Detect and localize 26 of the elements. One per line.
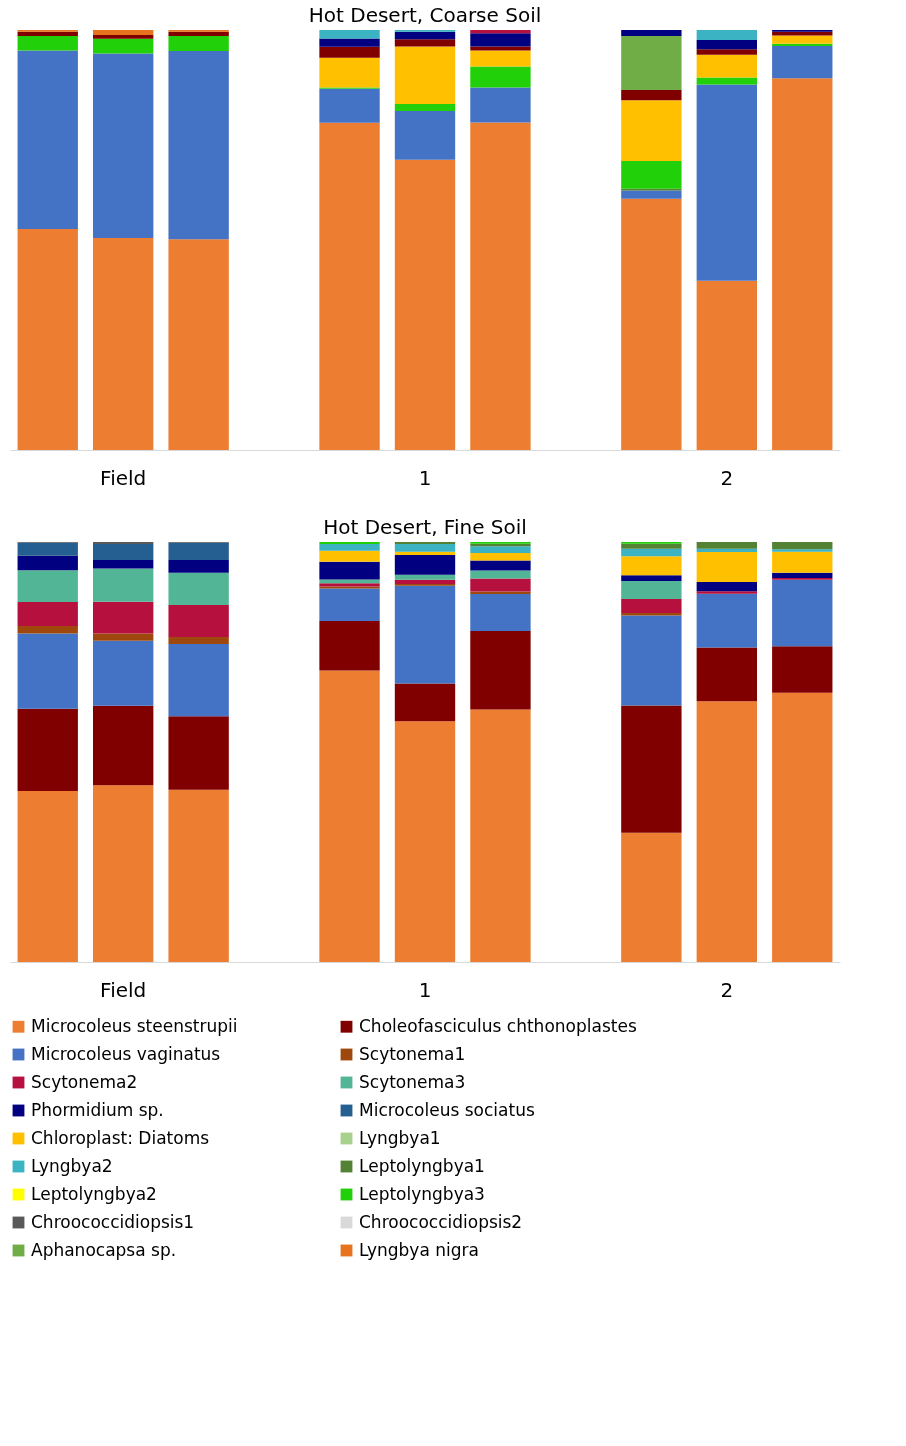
legend-label: Scytonema3 [359,1071,466,1092]
legend-label: Leptolyngbya2 [31,1183,157,1204]
x-tick-label: 2 [720,977,734,1002]
chart-title: Hot Desert, Coarse Soil [308,3,542,27]
legend-label: Scytonema2 [31,1071,138,1092]
x-tick-label: Field [100,465,147,490]
legend-label: Lyngbya nigra [359,1239,479,1260]
legend-label: Chroococcidiopsis1 [31,1211,195,1232]
legend-label: Aphanocapsa sp. [31,1239,177,1260]
legend-label: Lyngbya2 [31,1155,113,1176]
legend-label: Leptolyngbya3 [359,1183,485,1204]
x-tick-label: 1 [418,465,432,490]
x-tick-label: 1 [418,977,432,1002]
x-tick-label: 2 [720,465,734,490]
legend-label: Lyngbya1 [359,1127,441,1148]
legend-label: Leptolyngbya1 [359,1155,485,1176]
legend-label: Chroococcidiopsis2 [359,1211,523,1232]
legend-label: Microcoleus vaginatus [31,1043,221,1064]
legend-label: Microcoleus steenstrupii [31,1015,238,1036]
legend-label: Microcoleus sociatus [359,1099,535,1120]
x-tick-label: Field [100,977,147,1002]
legend-label: Phormidium sp. [31,1099,164,1120]
legend-label: Choleofasciculus chthonoplastes [359,1015,637,1036]
legend-label: Chloroplast: Diatoms [31,1127,210,1148]
chart-title: Hot Desert, Fine Soil [323,515,527,539]
legend-label: Scytonema1 [359,1043,466,1064]
